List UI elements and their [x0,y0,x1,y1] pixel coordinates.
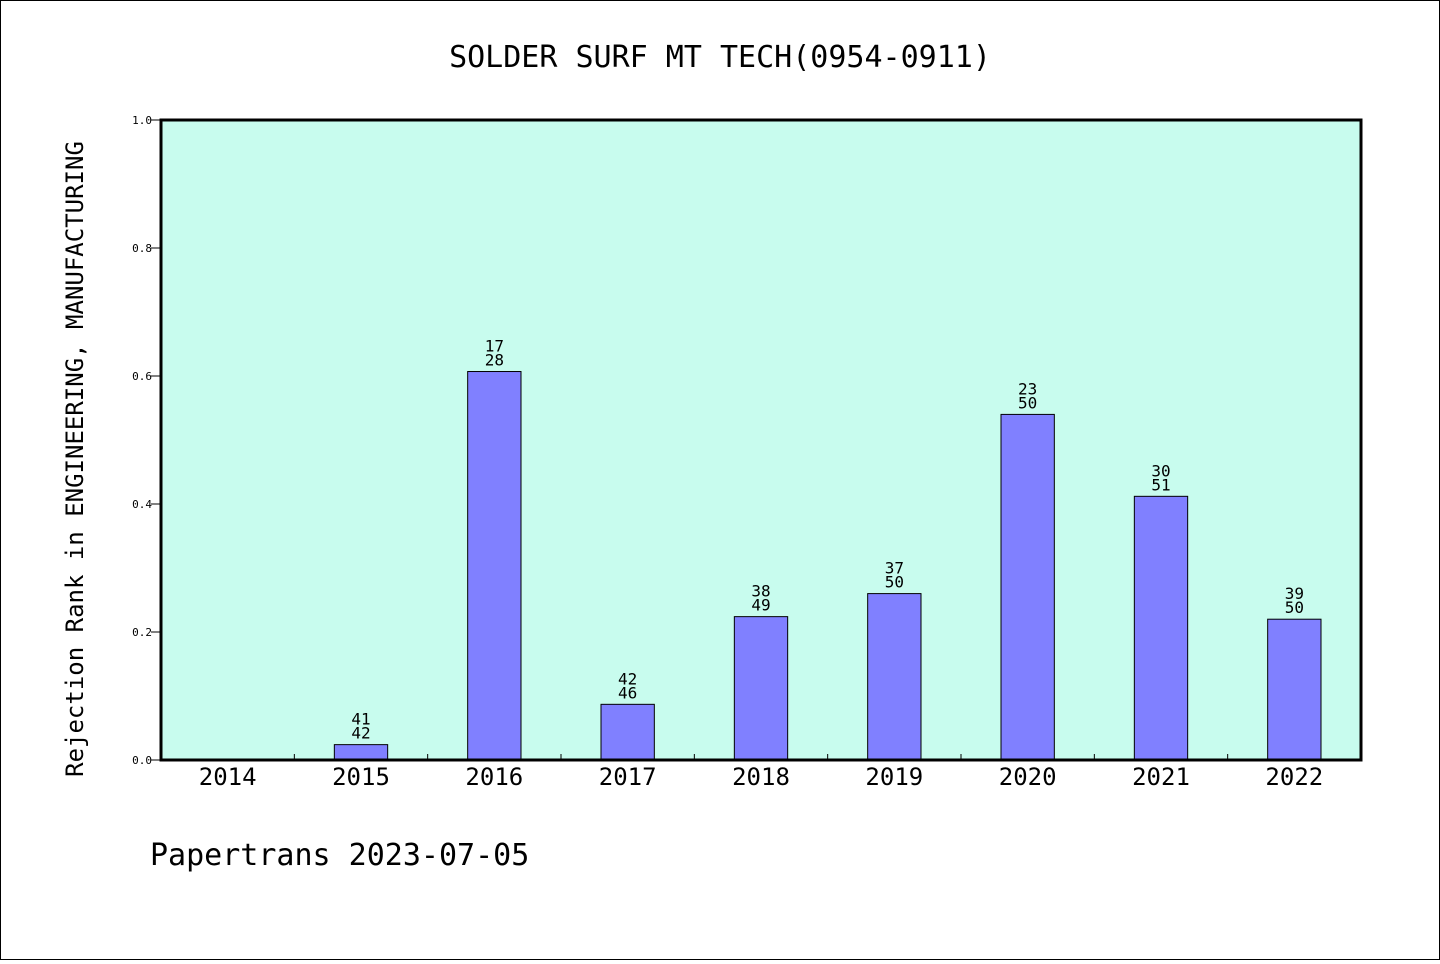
y-tick-label: 0.2 [132,626,152,639]
y-tick-label: 0.8 [132,242,152,255]
bar-label: 42 [618,669,637,688]
x-axis-ticks: 2014 2015 2016 2017 2018 2019 2020 2021 2022 [199,754,1323,791]
bar-2020 [1000,413,1055,761]
bar-label: 50 [1018,393,1037,412]
y-axis-label: Rejection Rank in ENGINEERING, MANUFACTU… [61,141,89,777]
bar-2015 [333,744,389,761]
bar-label: 41 [351,710,370,729]
bar-label: 50 [885,573,904,592]
x-tick-label: 2019 [865,763,923,791]
bar-label: 37 [885,559,904,578]
footer-text: Papertrans 2023-07-05 [150,838,529,873]
x-tick-label: 2018 [732,763,790,791]
bar-label: 49 [751,596,770,615]
x-tick-label: 2020 [999,763,1057,791]
bar-2018 [733,616,789,761]
y-axis-ticks: 0.0 0.2 0.4 0.6 0.8 1.0 [132,114,161,767]
x-tick-label: 2017 [599,763,657,791]
bar-2019 [867,593,922,761]
bar-2021 [1133,495,1189,761]
x-tick-label: 2015 [332,763,390,791]
x-tick-label: 2014 [199,763,257,791]
x-tick-label: 2022 [1265,763,1323,791]
bar-label: 28 [485,351,504,370]
bar-label: 42 [351,724,370,743]
bar-2022 [1267,618,1322,761]
plot-border [159,118,1363,762]
bar-2016 [467,371,522,761]
bar-label: 23 [1018,379,1037,398]
x-tick-label: 2021 [1132,763,1190,791]
y-tick-label: 0.4 [132,498,152,511]
bar-label: 17 [485,337,504,356]
bar-label: 39 [1285,584,1304,603]
y-tick-label: 0.0 [132,754,152,767]
bars [333,371,1322,761]
bar-label: 50 [1285,598,1304,617]
bar-label: 38 [751,582,770,601]
y-tick-label: 1.0 [132,114,152,127]
chart-title: SOLDER SURF MT TECH(0954-0911) [449,40,991,75]
bar-label: 51 [1151,475,1170,494]
bar-label: 46 [618,683,637,702]
y-tick-label: 0.6 [132,370,152,383]
bar-label: 30 [1151,461,1170,480]
bar-2017 [600,703,655,761]
x-tick-label: 2016 [465,763,523,791]
